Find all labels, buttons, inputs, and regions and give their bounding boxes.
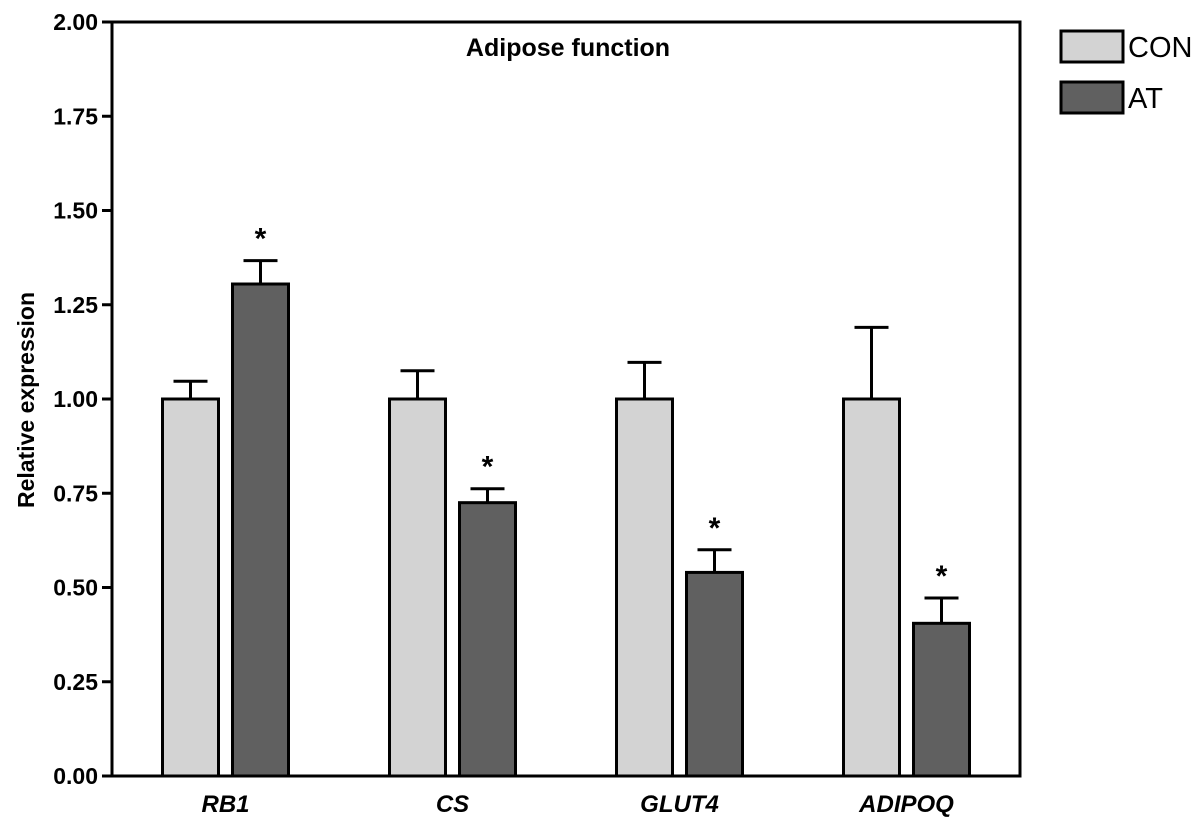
y-tick-label: 1.50 [53,198,98,224]
y-tick-label: 0.75 [53,480,98,506]
bar-con-rb1 [161,397,220,778]
bars-layer [161,259,971,778]
significance-marker: * [482,451,494,484]
y-tick-label: 2.00 [53,9,98,35]
legend-swatch-at [1059,80,1125,115]
x-tick-label: RB1 [201,791,249,818]
legend-swatch-con [1059,29,1125,64]
y-tick-label: 0.00 [53,763,98,789]
bar-con-cs [388,397,447,778]
labels-layer: * RB1 * CS * GLUT4 * ADIPOQ [201,223,954,818]
bar-con-glut4 [615,397,674,778]
bar-at-cs [458,501,517,778]
x-tick-label: GLUT4 [640,791,719,818]
bar-at-rb1 [231,282,290,778]
bar-at-adipoq [912,621,971,778]
x-tick-label: ADIPOQ [858,791,954,818]
bar-con-adipoq [842,397,901,778]
axes-layer: 0.00 0.25 0.50 0.75 1.00 1.25 1.50 1.75 2.00 [53,9,1022,789]
y-tick-label: 1.25 [53,292,98,318]
chart-title: Adipose function [466,34,670,62]
significance-marker: * [255,223,267,256]
significance-marker: * [709,512,721,545]
significance-marker: * [936,560,948,593]
y-tick-label: 1.00 [53,386,98,412]
legend-label-con: CON [1128,32,1192,64]
x-tick-label: CS [436,791,469,818]
y-axis-label: Relative expression [13,292,39,508]
legend: CON AT [1059,29,1192,115]
y-tick-label: 1.75 [53,103,98,129]
y-tick-label: 0.25 [53,669,98,695]
legend-label-at: AT [1128,83,1163,115]
bar-at-glut4 [685,570,744,778]
y-tick-label: 0.50 [53,575,98,601]
